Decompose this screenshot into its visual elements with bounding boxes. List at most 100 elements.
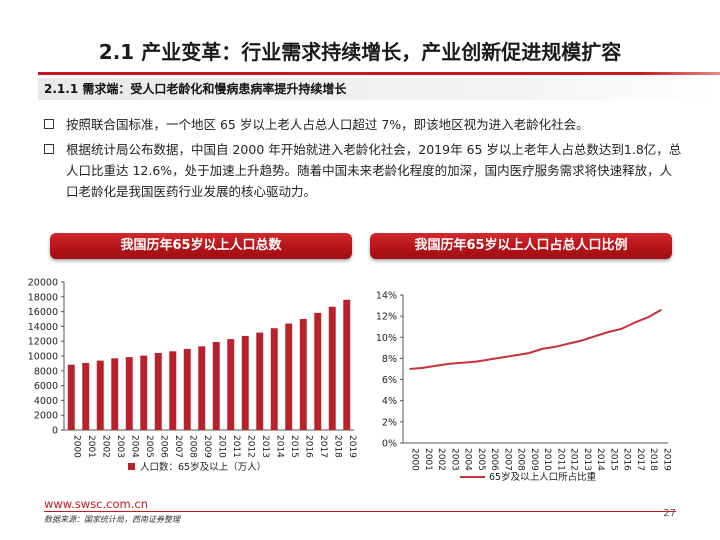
bar — [67, 364, 75, 430]
x-tick-label: 2009 — [202, 435, 212, 458]
x-tick-label: 2019 — [661, 448, 671, 471]
y-tick-label: 14% — [376, 291, 397, 302]
x-tick-label: 2008 — [187, 435, 197, 458]
bar — [198, 346, 206, 430]
x-tick-label: 2009 — [529, 448, 539, 471]
x-tick-label: 2006 — [158, 435, 168, 458]
bar — [169, 351, 177, 430]
x-tick-label: 2014 — [595, 448, 605, 471]
legend-swatch — [128, 463, 135, 470]
bar — [270, 328, 278, 430]
y-tick-label: 16000 — [28, 307, 58, 318]
checkbox-bullet-icon — [44, 119, 54, 129]
x-tick-label: 2019 — [347, 435, 357, 458]
x-tick-label: 2018 — [332, 435, 342, 458]
x-tick-label: 2000 — [71, 435, 81, 458]
bullet-text: 按照联合国标准，一个地区 65 岁以上老人占总人口超过 7%，即该地区视为进入老… — [66, 117, 589, 132]
y-tick-label: 2000 — [34, 411, 58, 422]
footer-url[interactable]: www.swsc.com.cn — [44, 497, 149, 511]
bullet-item: 根据统计局公布数据，中国自 2000 年开始就进入老龄化社会，2019年 65 … — [44, 139, 684, 202]
x-tick-label: 2007 — [502, 448, 512, 471]
x-tick-label: 2006 — [489, 448, 499, 471]
x-tick-label: 2004 — [463, 448, 473, 471]
x-tick-label: 2012 — [245, 435, 255, 458]
series-line — [409, 308, 662, 370]
bar — [82, 362, 90, 430]
x-tick-label: 2005 — [144, 435, 154, 458]
bar — [125, 357, 133, 430]
y-tick-label: 6000 — [34, 381, 58, 392]
x-tick-label: 2011 — [555, 448, 565, 471]
y-tick-label: 10000 — [28, 352, 58, 363]
page-title: 2.1 产业变革：行业需求持续增长，产业创新促进规模扩容 — [98, 40, 622, 64]
bar — [227, 339, 235, 430]
x-tick-label: 2002 — [436, 448, 446, 471]
x-tick-label: 2015 — [608, 448, 618, 471]
checkbox-bullet-icon — [44, 144, 54, 154]
subhead-bar — [38, 78, 720, 100]
x-tick-label: 2008 — [516, 448, 526, 471]
x-tick-label: 2011 — [231, 435, 241, 458]
y-tick-label: 8000 — [34, 366, 58, 377]
y-tick-label: 18000 — [28, 292, 58, 303]
population-bar-chart: 0 2000 4000 6000 8000 10000 12000 14000 16000 180… — [28, 278, 357, 474]
ratio-line-chart: 0%2%4%6%8%10%12%14%2000 2001 2002 2003 2004 2… — [376, 291, 672, 484]
legend-label: 人口数：65岁及以上（万人） — [140, 461, 266, 473]
bullet-text: 根据统计局公布数据，中国自 2000 年开始就进入老龄化社会，2019年 65 … — [66, 142, 682, 199]
y-tick-label: 2% — [382, 417, 397, 428]
x-tick-label: 2013 — [260, 435, 270, 458]
x-tick-label: 2013 — [582, 448, 592, 471]
x-tick-label: 2012 — [569, 448, 579, 471]
y-tick-label: 20000 — [28, 278, 58, 289]
data-source: 数据来源：国家统计局，西南证券整理 — [44, 515, 180, 524]
x-tick-label: 2001 — [86, 435, 96, 458]
y-tick-label: 4% — [382, 396, 397, 407]
title-underline — [38, 72, 720, 75]
y-tick-label: 8% — [382, 354, 397, 365]
section-subhead: 2.1.1 需求端：受人口老龄化和慢病患病率提升持续增长 — [44, 82, 347, 96]
x-tick-label: 2016 — [303, 435, 313, 458]
bar — [96, 360, 104, 430]
bar — [314, 312, 322, 430]
bar — [256, 332, 264, 430]
footer-divider — [44, 511, 676, 512]
x-tick-label: 2001 — [423, 448, 433, 471]
chart-1-title: 我国历年65岁以上人口总数 — [50, 233, 352, 259]
bar — [183, 348, 191, 430]
bar — [111, 358, 119, 430]
bar — [241, 335, 249, 430]
y-tick-label: 14000 — [28, 322, 58, 333]
page-number: 27 — [663, 508, 676, 519]
bar — [140, 355, 148, 430]
x-tick-label: 2010 — [542, 448, 552, 471]
x-tick-label: 2017 — [635, 448, 645, 471]
y-tick-label: 12000 — [28, 337, 58, 348]
y-tick-label: 12% — [376, 312, 397, 323]
bar — [154, 352, 162, 430]
x-tick-label: 2007 — [173, 435, 183, 458]
y-tick-label: 0% — [382, 439, 397, 450]
chart-2-title: 我国历年65岁以上人口占总人口比例 — [370, 233, 672, 259]
bar — [285, 323, 293, 430]
x-tick-label: 2000 — [410, 448, 420, 471]
x-tick-label: 2016 — [622, 448, 632, 471]
bar — [212, 341, 220, 430]
y-tick-label: 6% — [382, 375, 397, 386]
y-tick-label: 4000 — [34, 396, 58, 407]
bar — [343, 299, 351, 430]
x-tick-label: 2017 — [318, 435, 328, 458]
bar — [299, 318, 307, 430]
x-tick-label: 2005 — [476, 448, 486, 471]
x-tick-label: 2004 — [129, 435, 139, 458]
x-tick-label: 2003 — [115, 435, 125, 458]
bar — [328, 306, 336, 430]
x-tick-label: 2015 — [289, 435, 299, 458]
bullet-item: 按照联合国标准，一个地区 65 岁以上老人占总人口超过 7%，即该地区视为进入老… — [44, 114, 684, 135]
x-tick-label: 2003 — [449, 448, 459, 471]
x-tick-label: 2002 — [100, 435, 110, 458]
x-tick-label: 2014 — [274, 435, 284, 458]
y-tick-label: 0 — [52, 426, 58, 437]
y-tick-label: 10% — [376, 333, 397, 344]
legend-label: 65岁及以上人口所占比重 — [489, 471, 597, 483]
x-tick-label: 2010 — [216, 435, 226, 458]
